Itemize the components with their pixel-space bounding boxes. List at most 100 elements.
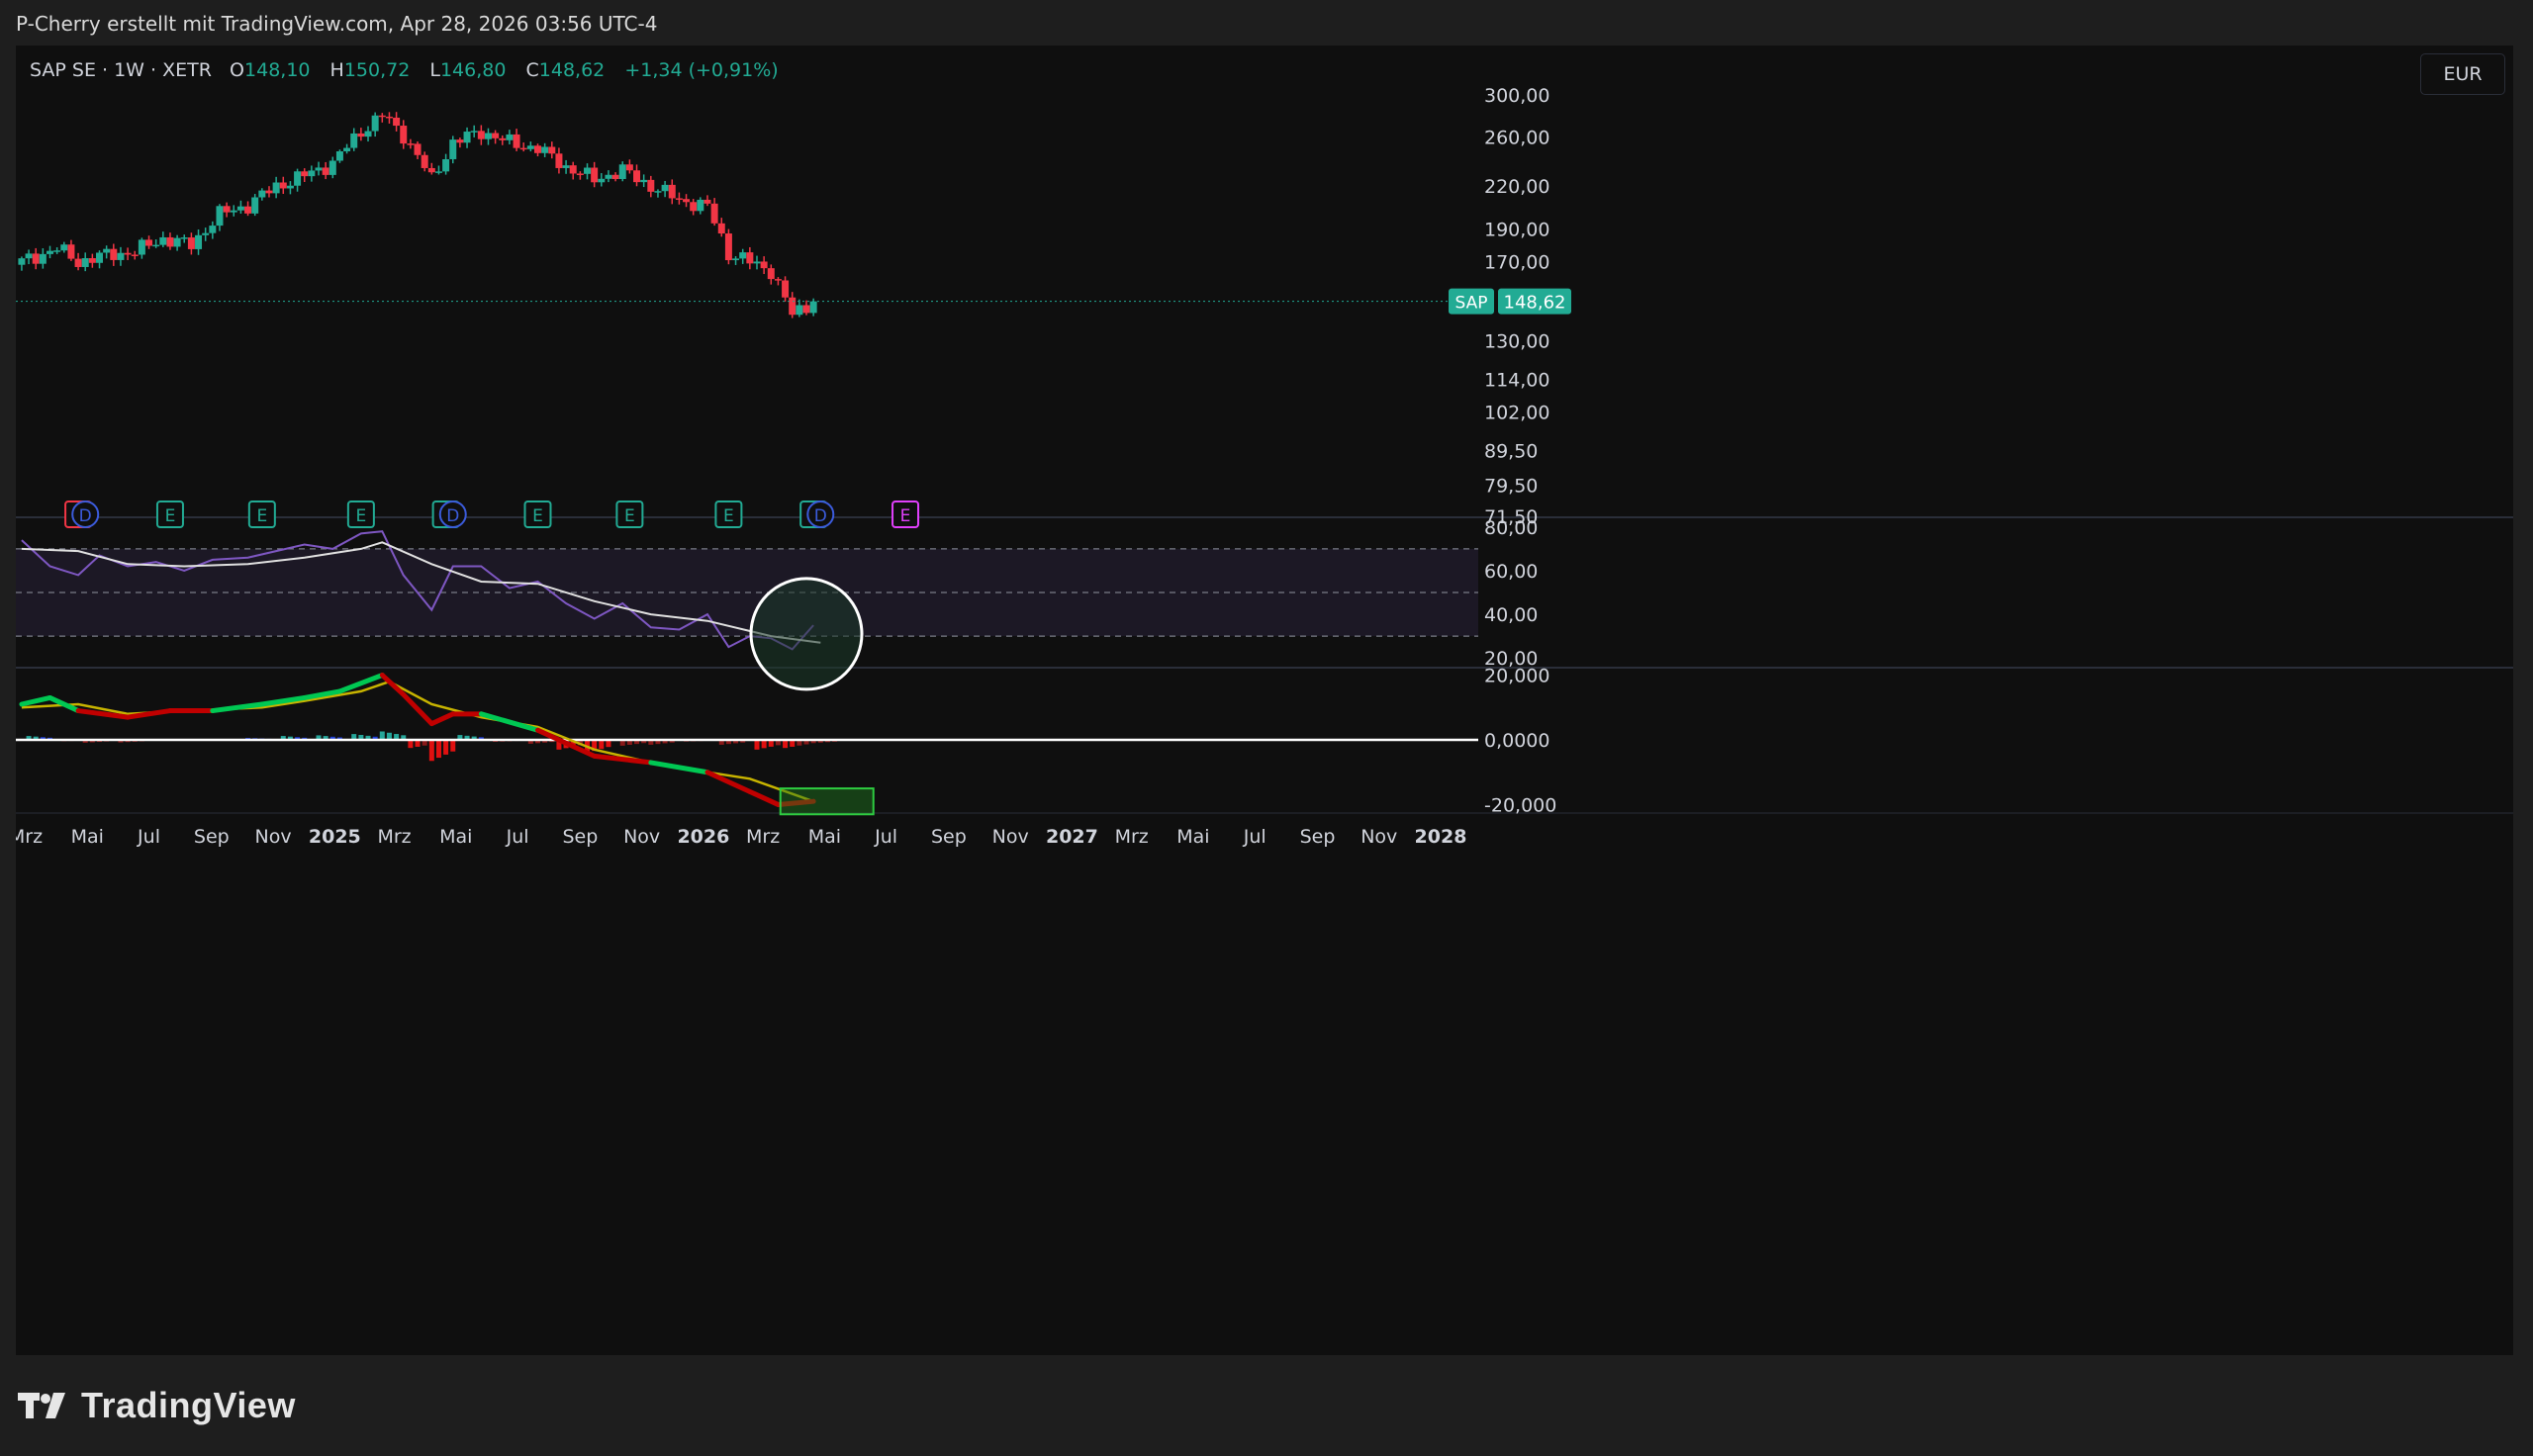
candle-body — [526, 145, 534, 149]
tradingview-logo[interactable]: TradingView — [18, 1383, 296, 1428]
candle — [647, 175, 655, 198]
macd-histogram-bar — [443, 740, 449, 755]
macd-histogram-bar — [287, 736, 293, 740]
earnings-marker-box — [155, 500, 184, 528]
dividend-marker-circle — [71, 500, 100, 528]
rsi-tick-label: 80,00 — [1484, 517, 1538, 539]
candle — [668, 179, 676, 205]
candle-body — [67, 244, 75, 259]
candle — [533, 143, 541, 157]
candle-body — [675, 198, 683, 200]
candle — [53, 247, 61, 254]
time-tick-label: Nov — [255, 826, 292, 848]
earnings-marker-box — [891, 500, 920, 528]
macd-histogram-bar — [775, 740, 781, 746]
time-tick-label: 2027 — [1046, 826, 1098, 848]
candle-body — [343, 147, 351, 151]
macd-histogram-bar — [634, 740, 640, 745]
macd-histogram-bar — [295, 737, 301, 740]
candle — [633, 164, 641, 187]
macd-histogram-bar — [365, 735, 371, 740]
candle-body — [802, 305, 810, 314]
macd-histogram-bar — [323, 736, 328, 740]
macd-histogram-bar — [280, 736, 286, 740]
candle-body — [449, 139, 457, 159]
time-tick-label: Sep — [562, 826, 598, 848]
candle-body — [110, 248, 118, 260]
candle — [683, 194, 691, 208]
dividend-marker-circle — [806, 500, 835, 528]
candle — [690, 199, 698, 216]
candle — [357, 128, 365, 141]
candle-body — [407, 143, 415, 145]
macd-histogram-bar — [394, 734, 400, 740]
rsi-tick-label: 60,00 — [1484, 561, 1538, 583]
macd-line-segment — [478, 711, 540, 733]
candle-body — [809, 301, 817, 314]
candle — [195, 228, 203, 255]
candle — [159, 231, 167, 247]
macd-histogram-bar — [718, 740, 724, 745]
price-tick-label: 300,00 — [1484, 85, 1549, 107]
candle — [484, 128, 492, 145]
candle-body — [223, 206, 231, 213]
event-marker-label: E — [532, 506, 543, 526]
candle-body — [633, 170, 641, 183]
macd-histogram-bar — [534, 740, 540, 744]
candle — [272, 176, 280, 199]
macd-histogram-bar — [478, 737, 484, 740]
candle — [569, 161, 577, 180]
candle — [223, 202, 231, 218]
candle — [335, 149, 343, 163]
macd-histogram-bar — [118, 740, 124, 743]
candle — [294, 168, 302, 192]
candle — [371, 112, 379, 137]
time-tick-label: 2026 — [677, 826, 729, 848]
macd-line-segment — [704, 770, 753, 794]
candle-body — [322, 167, 329, 175]
annotations — [749, 577, 875, 816]
candle — [717, 218, 725, 237]
macd-line-segment — [648, 760, 710, 775]
price-tick-label: 89,50 — [1484, 440, 1538, 462]
earnings-marker-box — [346, 500, 375, 528]
candle-body — [690, 202, 698, 212]
earnings-marker: E — [891, 500, 920, 528]
candle-body — [414, 143, 422, 155]
symbol-title[interactable]: SAP SE · 1W · XETR — [30, 59, 212, 81]
time-tick-label: 2028 — [1415, 826, 1467, 848]
macd-histogram-bar — [641, 740, 647, 744]
time-axis: Mrz Mai Jul Sep Nov 2025 Mrz Mai Jul Sep Nov 2026 Mr… — [16, 826, 1466, 848]
candle — [796, 299, 803, 318]
rsi-ma-line — [21, 541, 821, 644]
macd-tick-label: 0,0000 — [1484, 730, 1549, 752]
candle-body — [724, 233, 732, 261]
candle-body — [159, 236, 167, 245]
macd-histogram-bar — [619, 740, 625, 746]
chart-canvas[interactable]: 300,00 260,00 220,00 190,00 170,00 130,00 114,… — [16, 46, 2513, 1355]
macd-histogram-bar — [316, 735, 322, 740]
candle-body — [456, 139, 464, 143]
candle-body — [244, 206, 252, 214]
price-tick-label: 102,00 — [1484, 402, 1549, 423]
time-tick-label: Sep — [194, 826, 230, 848]
candle — [414, 141, 422, 159]
event-marker-label: D — [79, 506, 92, 526]
rsi-highlight-circle — [749, 577, 864, 691]
candle — [456, 137, 464, 148]
ticker-badge-bg — [1449, 288, 1494, 315]
candle-body — [335, 150, 343, 161]
time-tick-label: Mai — [1176, 826, 1209, 848]
currency-button[interactable]: EUR — [2420, 53, 2505, 95]
chart-area[interactable]: 300,00 260,00 220,00 190,00 170,00 130,00 114,… — [16, 46, 2513, 1355]
footer — [0, 1355, 2533, 1456]
candle — [654, 189, 662, 198]
macd-line-segment — [592, 753, 654, 766]
candle — [180, 234, 188, 243]
event-marker-label: E — [256, 506, 267, 526]
candle-body — [661, 184, 669, 192]
time-tick-label: Mai — [71, 826, 104, 848]
macd-line-segment — [75, 708, 131, 720]
candle — [138, 237, 145, 259]
candle-body — [513, 134, 520, 148]
